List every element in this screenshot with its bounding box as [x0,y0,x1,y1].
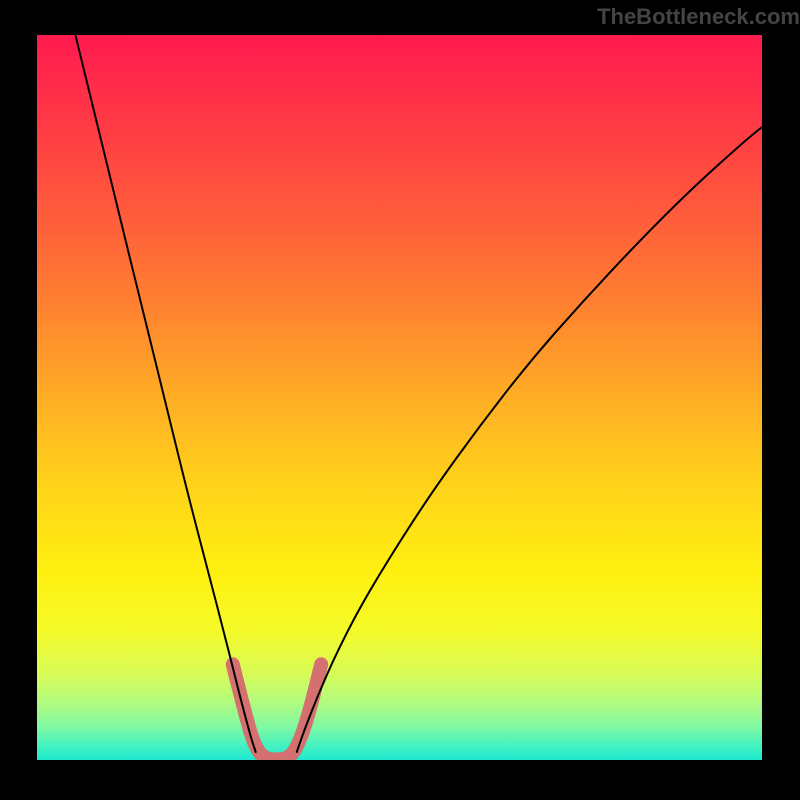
curve-overlay [37,35,762,760]
curve-left-branch [75,35,256,753]
plot-area [37,35,762,760]
watermark-text: TheBottleneck.com [597,4,800,30]
valley-marker [233,664,321,759]
curve-right-branch [297,127,762,753]
